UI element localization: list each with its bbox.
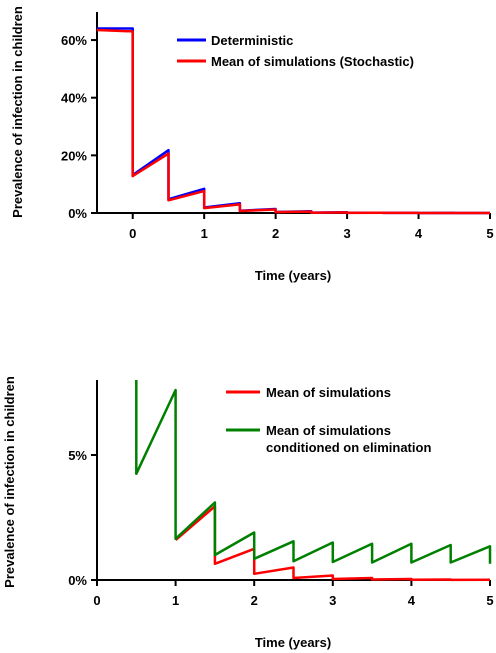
bottom-y-ticks: 0% 5% [68, 448, 97, 588]
legend-label-conditioned-line1: Mean of simulations [266, 423, 391, 438]
top-x-ticks: 0 1 2 3 4 5 [129, 213, 494, 241]
top-x-tick-label: 0 [129, 226, 136, 241]
legend-label-deterministic: Deterministic [211, 33, 293, 48]
top-series-line-mean-of-simulations-stochastic [96, 28, 490, 215]
bottom-y-tick-label: 5% [68, 448, 87, 463]
top-y-ticks: 0% 20% 40% 60% [61, 33, 97, 221]
top-x-tick-label: 4 [415, 226, 423, 241]
top-y-axis-label: Prevalence of infection in children [10, 6, 25, 218]
bottom-x-ticks: 0 1 2 3 4 5 [93, 580, 494, 608]
bottom-x-axis-label: Time (years) [255, 635, 331, 650]
bottom-x-tick-label: 1 [172, 593, 179, 608]
legend-label-simulations: Mean of simulations [266, 385, 391, 400]
bottom-y-axis-label: Prevalence of infection in children [2, 376, 17, 588]
top-series [96, 27, 490, 215]
bottom-series-line-mean-of-simulations-conditioned-on-elimination [135, 380, 492, 564]
top-x-tick-label: 3 [343, 226, 350, 241]
bottom-x-tick-label: 2 [251, 593, 258, 608]
top-x-tick-label: 1 [201, 226, 208, 241]
bottom-series-line-mean-of-simulations [174, 505, 491, 582]
bottom-x-tick-label: 3 [329, 593, 336, 608]
legend-label-stochastic: Mean of simulations (Stochastic) [211, 54, 414, 69]
top-x-tick-label: 5 [486, 226, 493, 241]
bottom-x-tick-label: 5 [486, 593, 493, 608]
top-x-tick-label: 2 [272, 226, 279, 241]
top-legend: Deterministic Mean of simulations (Stoch… [177, 33, 414, 69]
chart-top: 0% 20% 40% 60% 0 1 2 3 4 5 Prevalence of infecti… [10, 6, 494, 283]
top-x-axis-label: Time (years) [255, 268, 331, 283]
top-y-tick-label: 20% [61, 148, 87, 163]
top-y-tick-label: 60% [61, 33, 87, 48]
bottom-x-tick-label: 0 [93, 593, 100, 608]
top-y-tick-label: 0% [68, 206, 87, 221]
legend-label-conditioned-line2: conditioned on elimination [266, 440, 431, 455]
bottom-x-tick-label: 4 [408, 593, 416, 608]
bottom-legend: Mean of simulations Mean of simulations … [226, 385, 431, 455]
top-y-tick-label: 40% [61, 91, 87, 106]
bottom-series [135, 380, 492, 582]
bottom-y-tick-label: 0% [68, 573, 87, 588]
chart-bottom: 0% 5% 0 1 2 3 4 5 Prevalence of infection in c… [2, 376, 494, 650]
